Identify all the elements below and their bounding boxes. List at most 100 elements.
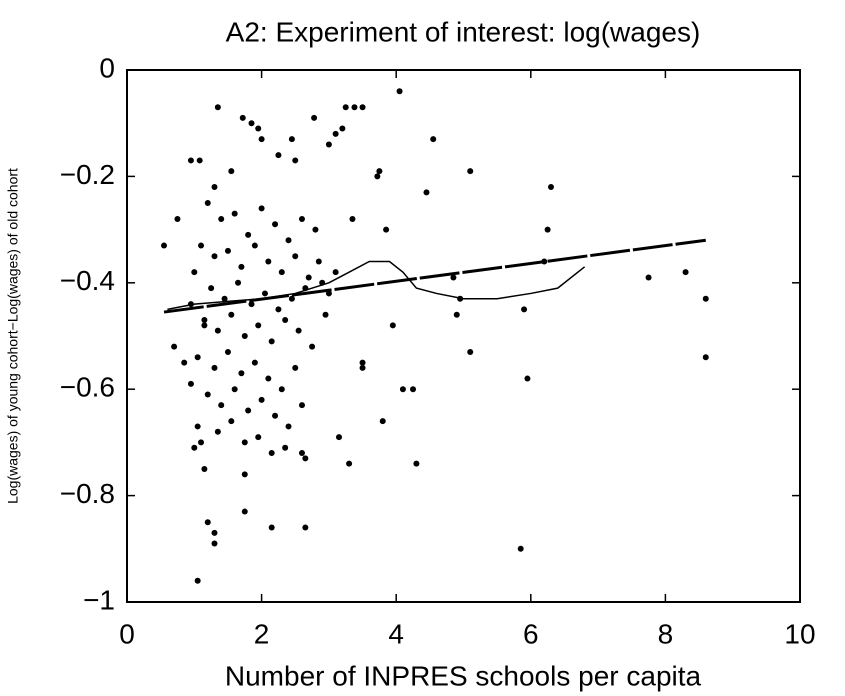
data-point: [198, 242, 205, 249]
data-point: [322, 311, 329, 318]
data-point: [430, 136, 437, 143]
data-point: [187, 380, 194, 387]
y-tick-label: 0: [99, 52, 115, 83]
data-point: [265, 375, 272, 382]
x-tick-label: 10: [784, 618, 815, 649]
data-point: [268, 450, 275, 457]
data-point: [282, 444, 289, 451]
data-point: [359, 104, 366, 111]
data-point: [251, 242, 258, 249]
data-point: [359, 364, 366, 371]
data-point: [194, 354, 201, 361]
data-point: [275, 152, 282, 159]
data-point: [298, 402, 305, 409]
data-point: [342, 104, 349, 111]
data-point: [248, 120, 255, 127]
data-point: [376, 168, 383, 175]
data-point: [171, 343, 178, 350]
data-point: [268, 338, 275, 345]
data-point: [272, 412, 279, 419]
data-point: [228, 168, 235, 175]
data-point: [349, 215, 356, 222]
data-point: [467, 348, 474, 355]
data-point: [191, 444, 198, 451]
data-point: [351, 104, 358, 111]
data-point: [218, 215, 225, 222]
y-tick-label: −0.8: [60, 478, 115, 509]
x-tick-label: 2: [254, 618, 270, 649]
data-point: [241, 471, 248, 478]
data-point: [228, 311, 235, 318]
data-point: [410, 386, 417, 393]
data-point: [241, 439, 248, 446]
data-point: [450, 274, 457, 281]
data-point: [285, 237, 292, 244]
data-point: [339, 125, 346, 132]
data-point: [214, 428, 221, 435]
data-point: [312, 226, 319, 233]
data-point: [268, 524, 275, 531]
data-point: [255, 125, 262, 132]
data-point: [682, 269, 689, 276]
data-point: [214, 104, 221, 111]
data-point: [298, 215, 305, 222]
data-point: [196, 157, 203, 164]
y-tick-label: −0.2: [60, 159, 115, 190]
data-point: [547, 184, 554, 191]
data-point: [224, 348, 231, 355]
data-point: [374, 173, 381, 180]
data-point: [251, 359, 258, 366]
data-point: [332, 130, 339, 137]
data-point: [211, 540, 218, 547]
data-point: [198, 439, 205, 446]
data-point: [413, 460, 420, 467]
data-point: [305, 274, 312, 281]
data-point: [261, 290, 268, 297]
data-point: [521, 306, 528, 313]
x-tick-label: 6: [523, 618, 539, 649]
data-point: [238, 370, 245, 377]
data-point: [221, 295, 228, 302]
data-point: [389, 322, 396, 329]
data-point: [298, 450, 305, 457]
data-point: [211, 253, 218, 260]
data-point: [292, 157, 299, 164]
data-point: [383, 226, 390, 233]
data-point: [311, 114, 318, 121]
data-point: [288, 136, 295, 143]
y-tick-label: −0.6: [60, 372, 115, 403]
data-point: [396, 88, 403, 95]
data-point: [194, 577, 201, 584]
data-point: [211, 529, 218, 536]
data-point: [204, 391, 211, 398]
data-point: [288, 295, 295, 302]
data-point: [211, 364, 218, 371]
data-point: [187, 157, 194, 164]
data-point: [238, 263, 245, 270]
data-point: [231, 386, 238, 393]
data-point: [325, 141, 332, 148]
data-point: [204, 519, 211, 526]
data-point: [241, 333, 248, 339]
data-point: [702, 354, 709, 361]
data-point: [282, 317, 289, 324]
data-point: [161, 242, 168, 249]
data-point: [201, 322, 208, 329]
data-point: [275, 306, 282, 313]
data-point: [399, 386, 406, 393]
data-point: [218, 402, 225, 409]
data-point: [302, 455, 309, 462]
data-point: [544, 226, 551, 233]
fit-line: [163, 238, 706, 314]
data-point: [285, 423, 292, 430]
data-point: [201, 317, 208, 324]
data-point: [295, 327, 302, 334]
data-point: [524, 375, 531, 382]
data-point: [224, 247, 231, 254]
data-point: [231, 210, 238, 217]
data-point: [204, 200, 211, 206]
data-point: [467, 168, 474, 175]
data-point: [245, 231, 252, 238]
chart-title: A2: Experiment of interest: log(wages): [226, 16, 701, 47]
data-point: [181, 359, 188, 366]
